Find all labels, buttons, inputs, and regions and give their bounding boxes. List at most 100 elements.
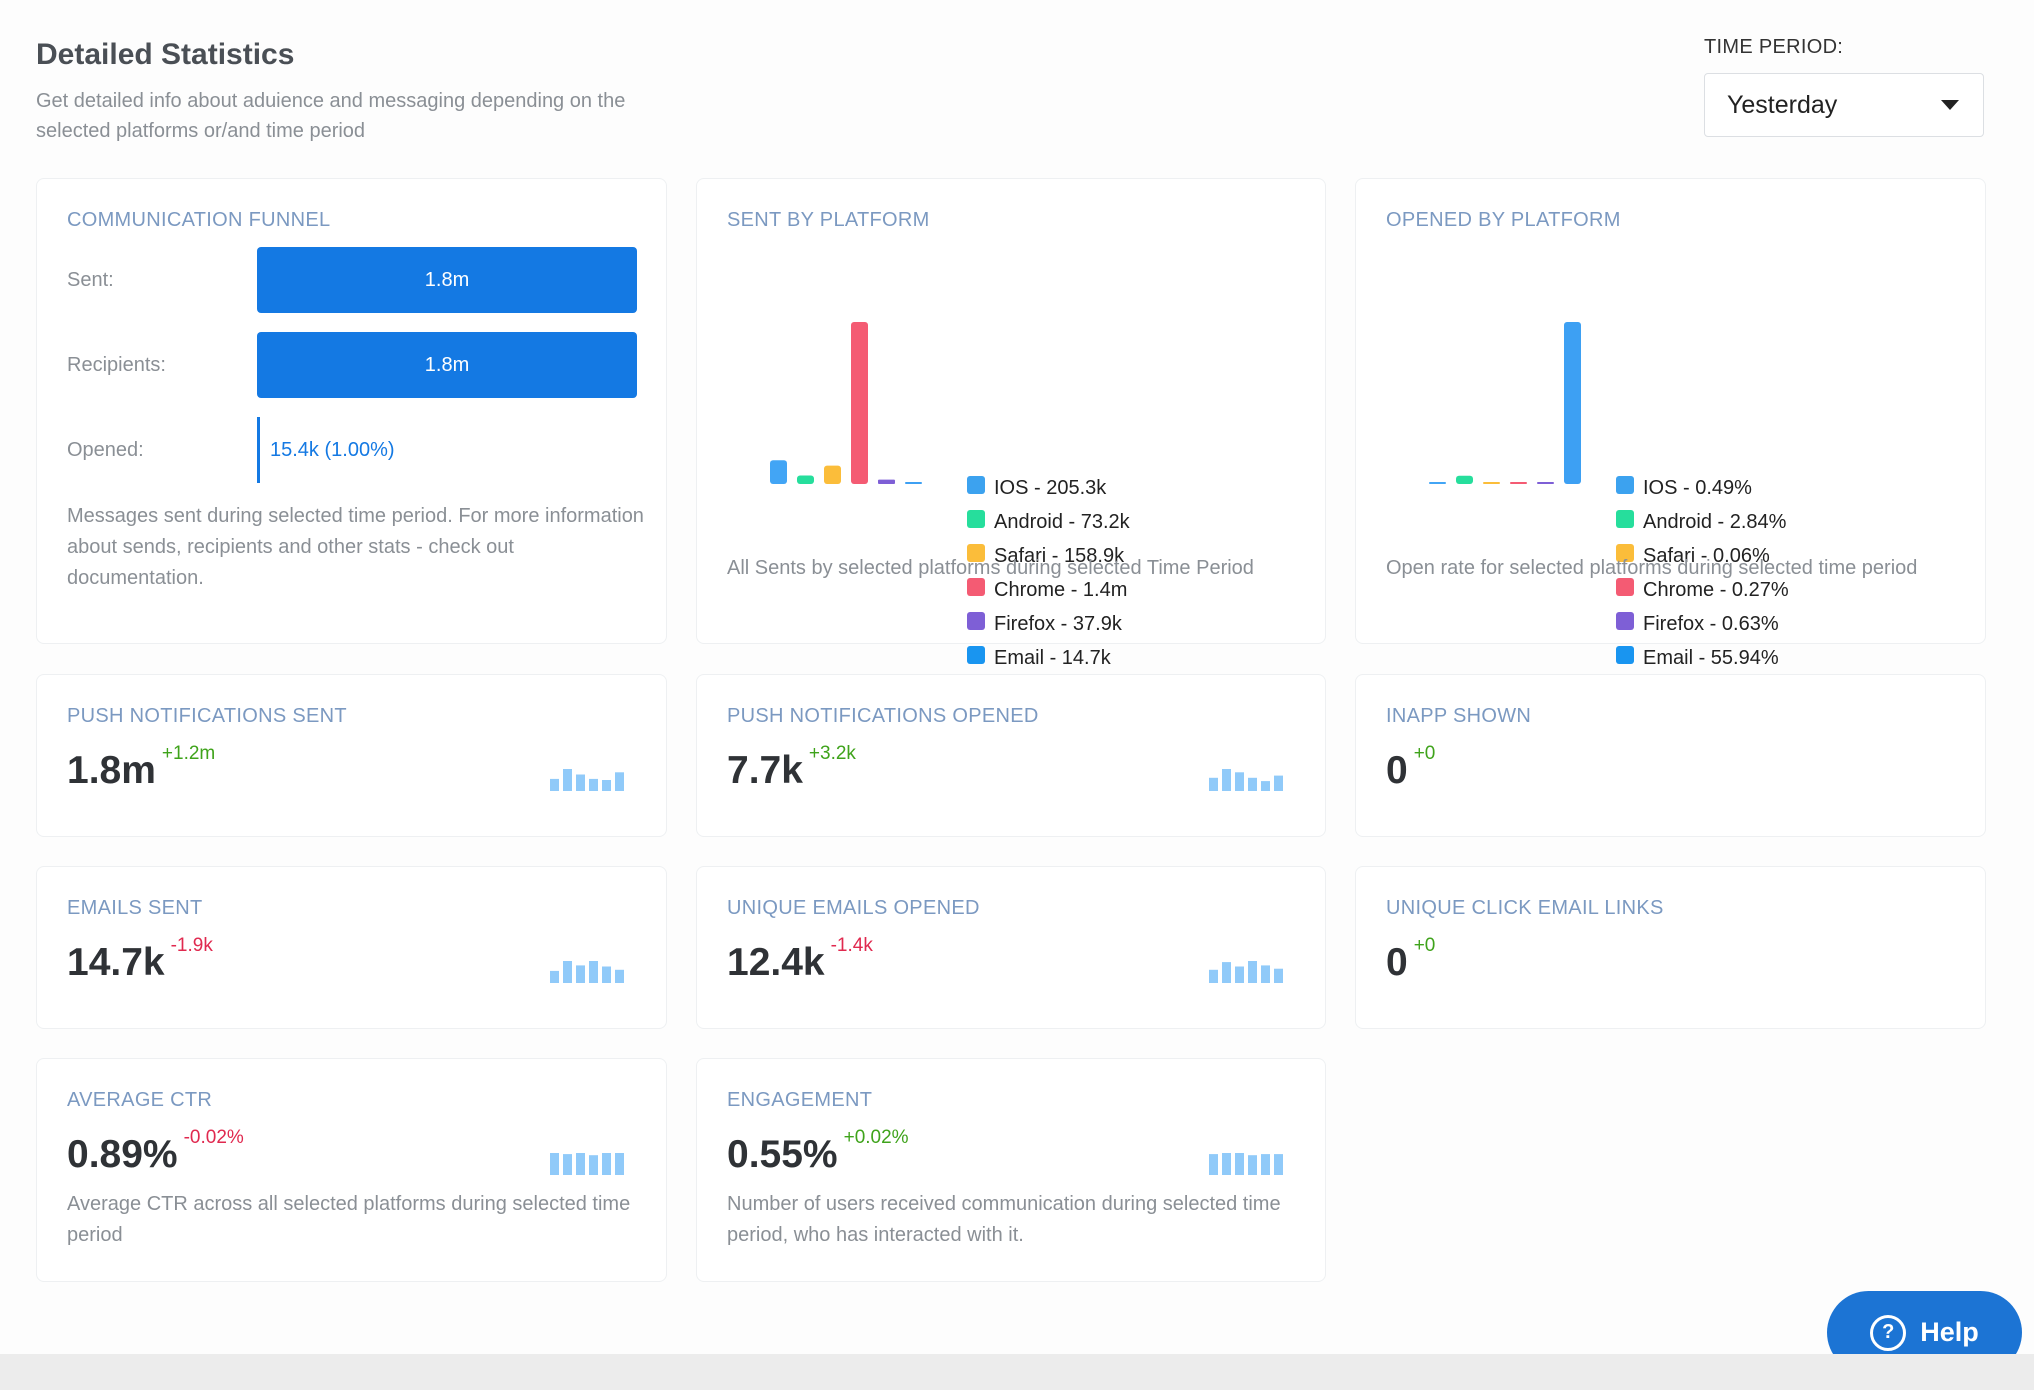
time-period: TIME PERIOD: Yesterday — [1704, 36, 1984, 137]
card-title: PUSH NOTIFICATIONS SENT — [67, 705, 347, 727]
stat-value: 14.7k -1.9k — [67, 935, 213, 985]
bar-firefox — [1537, 482, 1554, 484]
sparkline-bar — [550, 970, 559, 983]
stat-delta: +3.2k — [808, 743, 856, 764]
legend-swatch — [967, 646, 985, 664]
sparkline-bar — [602, 966, 611, 983]
card-title: INAPP SHOWN — [1386, 705, 1532, 727]
sparkline-bar — [576, 774, 585, 791]
sparkline-bar — [615, 1153, 624, 1175]
opened-by-platform-card: OPENED BY PLATFORM IOS - 0.49% Android -… — [1355, 178, 1986, 669]
sent-by-platform-card: SENT BY PLATFORM IOS - 205.3k Android - … — [696, 178, 1326, 669]
sparkline-bar — [1274, 968, 1283, 983]
legend-swatch — [967, 612, 985, 630]
sparkline-bar — [1209, 1154, 1218, 1175]
card-title: ENGAGEMENT — [727, 1089, 873, 1111]
sparkline-bar — [589, 961, 598, 983]
opened-value: 15.4k (1.00%) — [270, 438, 395, 461]
legend-item-ios: IOS - 0.49% — [1616, 471, 1789, 505]
push-notifications-sent-card: PUSH NOTIFICATIONS SENT 1.8m +1.2m — [36, 674, 667, 837]
sparkline-bar — [1209, 969, 1218, 983]
sparkline-bar — [1222, 1153, 1231, 1175]
stat-number: 14.7k — [67, 941, 165, 984]
legend-item-android: Android - 2.84% — [1616, 505, 1789, 539]
sparkline-bar — [1235, 966, 1244, 983]
card-title: COMMUNICATION FUNNEL — [67, 209, 331, 231]
funnel-bar-sent: 1.8m — [257, 247, 637, 313]
card-description: Average CTR across all selected platform… — [67, 1193, 631, 1246]
stat-delta: -1.4k — [830, 935, 873, 956]
legend-label: Android - 2.84% — [1643, 510, 1787, 533]
legend-item-ios: IOS - 205.3k — [967, 471, 1130, 505]
sparkline — [1209, 1153, 1283, 1175]
legend-item-safari: Safari - 158.9k — [967, 539, 1130, 573]
bar-ios — [1429, 482, 1446, 484]
page-header: Detailed Statistics Get detailed info ab… — [36, 38, 656, 146]
sparkline-bar — [1248, 1155, 1257, 1175]
page-title: Detailed Statistics — [36, 38, 295, 71]
legend-label: Firefox - 37.9k — [994, 612, 1122, 635]
sparkline-bar — [615, 772, 624, 791]
unique-click-email-links-card: UNIQUE CLICK EMAIL LINKS 0 +0 — [1355, 866, 1986, 1029]
legend-item-chrome: Chrome - 1.4m — [967, 573, 1130, 607]
opened-bar-line — [257, 417, 260, 483]
card-description: Number of users received communication d… — [727, 1193, 1281, 1246]
bar-safari — [824, 465, 841, 484]
sparkline — [550, 961, 624, 983]
sparkline-bar — [1235, 772, 1244, 791]
funnel-row-recipients: Recipients: 1.8m — [67, 332, 637, 398]
sparkline — [550, 1153, 624, 1175]
sent-by-platform-chart — [770, 322, 922, 484]
time-period-value: Yesterday — [1727, 90, 1838, 119]
sparkline-bar — [1222, 769, 1231, 791]
sparkline-bar — [550, 778, 559, 791]
legend-label: Firefox - 0.63% — [1643, 612, 1779, 635]
stat-value: 7.7k +3.2k — [727, 743, 856, 793]
stat-delta: -0.02% — [183, 1127, 244, 1148]
average-ctr-card: AVERAGE CTR 0.89% -0.02% Average CTR acro… — [36, 1058, 667, 1282]
card-title: UNIQUE EMAILS OPENED — [727, 897, 980, 919]
legend-swatch — [967, 510, 985, 528]
legend-item-email: Email - 14.7k — [967, 641, 1130, 675]
card-title: UNIQUE CLICK EMAIL LINKS — [1386, 897, 1664, 919]
sparkline-bar — [615, 969, 624, 983]
stat-delta: +0 — [1413, 743, 1436, 764]
stat-value: 0.55% +0.02% — [727, 1127, 909, 1177]
legend-label: Chrome - 0.27% — [1643, 578, 1789, 601]
card-title: OPENED BY PLATFORM — [1386, 209, 1621, 231]
stat-number: 0.55% — [727, 1133, 838, 1176]
legend-swatch — [1616, 646, 1634, 664]
legend-swatch — [1616, 476, 1634, 494]
sparkline-bar — [1248, 777, 1257, 791]
inapp-shown-card: INAPP SHOWN 0 +0 — [1355, 674, 1986, 837]
funnel-bar-opened: 15.4k (1.00%) — [257, 417, 395, 483]
communication-funnel-card: COMMUNICATION FUNNEL Sent: 1.8m Recipien… — [36, 178, 667, 644]
legend-label: Email - 14.7k — [994, 646, 1111, 669]
time-period-select[interactable]: Yesterday — [1704, 73, 1984, 137]
legend-label: Android - 73.2k — [994, 510, 1130, 533]
card-title: EMAILS SENT — [67, 897, 203, 919]
sparkline-bar — [1209, 777, 1218, 791]
bar-android — [797, 475, 814, 484]
stat-delta: +1.2m — [161, 743, 216, 764]
funnel-label: Opened: — [67, 438, 144, 461]
legend-swatch — [1616, 612, 1634, 630]
legend-swatch — [1616, 544, 1634, 562]
sent-legend: IOS - 205.3k Android - 73.2k Safari - 15… — [967, 471, 1130, 675]
stat-delta: +0 — [1413, 935, 1436, 956]
bar-android — [1456, 475, 1473, 484]
chevron-down-icon — [1941, 100, 1959, 110]
bar-chrome — [851, 322, 868, 484]
stat-delta: +0.02% — [843, 1127, 909, 1148]
question-icon: ? — [1870, 1314, 1907, 1351]
legend-swatch — [967, 476, 985, 494]
bar-chrome — [1510, 482, 1527, 484]
bar-email — [905, 482, 922, 484]
push-notifications-opened-card: PUSH NOTIFICATIONS OPENED 7.7k +3.2k — [696, 674, 1326, 837]
bar-firefox — [878, 479, 895, 484]
sparkline-bar — [1248, 961, 1257, 983]
card-title: PUSH NOTIFICATIONS OPENED — [727, 705, 1039, 727]
bar-ios — [770, 460, 787, 484]
funnel-row-opened: Opened: 15.4k (1.00%) — [67, 417, 395, 483]
card-title: SENT BY PLATFORM — [727, 209, 930, 231]
